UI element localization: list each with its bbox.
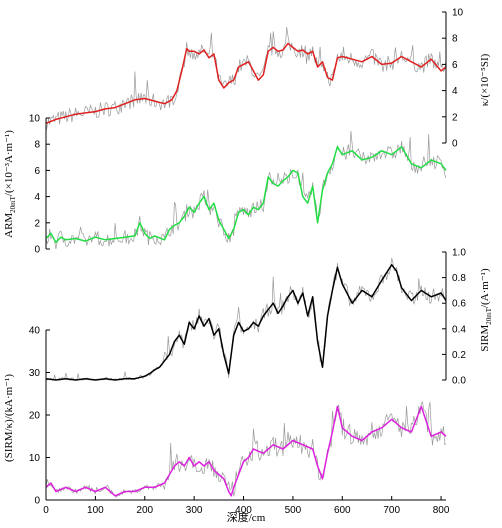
sirm_kappa-y-tick-label: 20 [29,411,41,422]
sirm_kappa-y-tick-label: 0 [34,496,40,507]
sirm-y-tick-label: 0.8 [452,273,466,284]
kappa-y-tick-label: 0 [452,139,458,150]
sirm_kappa-raw-line [45,401,447,498]
sirm-y-tick-label: 1.0 [452,248,466,259]
sirm-y-tick-label: 0.6 [452,299,466,310]
arm-y-tick-label: 0 [34,245,40,256]
sirm_kappa-series-line [45,405,447,497]
arm-axis-title: ARM20mT/(×10⁻³A·m⁻¹) [3,130,17,238]
sirm-axis-title: SIRM20mT/(A·m⁻¹) [479,268,493,352]
kappa-y-tick-label: 2 [452,112,458,123]
arm-y-tick-label: 6 [34,166,40,177]
sirm_kappa-y-tick-label: 40 [29,326,41,337]
arm-series-line [45,146,447,244]
sirm_kappa-y-tick-label: 10 [29,453,41,464]
kappa-y-tick-label: 10 [452,8,464,19]
kappa-y-tick-label: 6 [452,60,458,71]
smoothed-data-layer [45,42,447,497]
arm-y-tick-label: 8 [34,140,40,151]
sirm-series-line [45,264,447,381]
sirm-axis-title-sub: 20mT [485,307,493,324]
arm-y-tick-label: 2 [34,218,40,229]
arm-axis-title-rest: /(×10⁻³A·m⁻¹) [3,130,15,196]
x-tick-label: 0 [43,505,49,516]
sirm-kappa-axis-title: (SIRM/κ)/(kA·m⁻¹) [3,374,15,462]
x-tick-label: 800 [433,505,450,516]
sirm-y-tick-label: 0.2 [452,350,466,361]
sirm-axis-title-main: SIRM [479,325,491,352]
arm-axis-title-main: ARM [3,213,15,238]
raw-data-layer [45,26,447,498]
kappa-raw-line [45,26,447,132]
x-tick-label: 200 [136,505,153,516]
arm-y-tick-label: 10 [29,114,41,125]
x-tick-label: 100 [87,505,104,516]
axes-layer: 024681002468100.00.20.40.60.81.001020304… [29,8,466,517]
kappa-series-line [45,42,447,124]
sirm-y-tick-label: 0.4 [452,324,466,335]
sirm-axis-title-rest: /(A·m⁻¹) [479,268,491,308]
sirm-y-tick-label: 0.0 [452,376,466,387]
sirm-raw-line [45,257,447,381]
x-tick-label: 300 [186,505,203,516]
kappa-y-tick-label: 8 [452,34,458,45]
x-axis-title: 深度/cm [227,510,266,524]
arm-raw-line [45,130,447,250]
x-tick-label: 400 [235,505,252,516]
kappa-axis-title: κ/(×10⁻⁵SI) [479,53,491,106]
x-tick-label: 700 [383,505,400,516]
x-tick-label: 500 [285,505,302,516]
sirm_kappa-y-tick-label: 30 [29,368,41,379]
x-tick-label: 600 [334,505,351,516]
arm-axis-title-sub: 20mT [9,195,17,212]
kappa-y-tick-label: 4 [452,86,458,97]
arm-y-tick-label: 4 [34,192,40,203]
